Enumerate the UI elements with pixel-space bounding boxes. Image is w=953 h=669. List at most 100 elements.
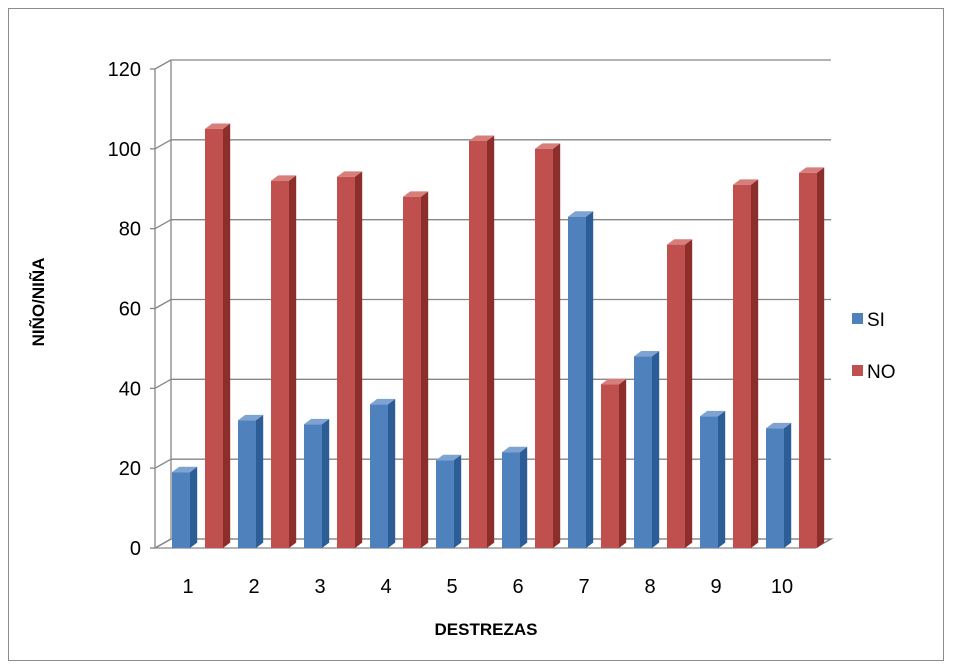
bar-top	[271, 175, 297, 181]
bar-side	[289, 175, 297, 548]
bar-top	[667, 239, 693, 245]
bar-si-10	[766, 422, 792, 548]
x-tick-label: 6	[512, 576, 523, 598]
bar-no-3	[337, 171, 363, 548]
y-tick-label: 100	[108, 139, 141, 161]
legend-label-no: NO	[867, 362, 896, 383]
bar-front	[469, 140, 487, 548]
y-axis-title: NIÑO/NIÑA	[28, 258, 48, 347]
bar-no-1	[205, 123, 231, 548]
bar-top	[469, 135, 495, 141]
bar-front	[601, 384, 619, 548]
x-tick-label: 7	[578, 576, 589, 598]
bar-no-9	[733, 179, 759, 548]
bar-side	[388, 398, 396, 548]
bar-side	[718, 410, 726, 548]
y-tick-label: 60	[119, 299, 141, 321]
bar-no-8	[667, 239, 693, 548]
bar-side	[322, 418, 330, 548]
bar-side	[553, 143, 561, 548]
bar-front	[733, 184, 751, 548]
bar-front	[304, 424, 322, 548]
x-tick-label: 10	[771, 576, 793, 598]
x-tick-label: 1	[182, 576, 193, 598]
bar-side	[685, 239, 693, 548]
bar-front	[238, 420, 256, 548]
x-axis-title: DESTREZAS	[435, 620, 538, 639]
bar-front	[700, 416, 718, 548]
bar-front	[172, 472, 190, 548]
bar-si-5	[436, 454, 462, 548]
bar-front	[337, 176, 355, 548]
bar-si-8	[634, 351, 660, 548]
bar-top	[370, 398, 396, 405]
x-tick-label: 3	[314, 576, 325, 598]
bar-top	[403, 191, 429, 197]
bar-no-4	[403, 191, 429, 549]
bar-side	[520, 446, 528, 548]
bar-side	[652, 351, 660, 548]
bar-front	[568, 216, 586, 549]
bar-no-5	[469, 135, 495, 548]
bar-top	[238, 414, 264, 421]
y-tick-label: 120	[108, 59, 141, 81]
y-tick-label: 80	[119, 219, 141, 241]
bar-side	[586, 211, 594, 548]
gridline-side	[154, 378, 172, 389]
gridline-side	[154, 219, 172, 230]
x-tick-label: 4	[380, 576, 391, 598]
bar-side	[454, 454, 462, 548]
gridline-side	[154, 458, 172, 469]
gridline-side	[154, 139, 172, 150]
x-tick-label: 8	[644, 576, 655, 598]
bar-front	[205, 128, 223, 548]
bar-front	[535, 148, 553, 549]
bar-side	[751, 179, 759, 548]
bar-front	[766, 428, 784, 548]
bar-front	[271, 180, 289, 548]
gridline-side	[154, 298, 172, 310]
bar-front	[436, 460, 454, 548]
bar-side	[619, 378, 627, 548]
tick-labels: 0 20 40 60 80 100 120 1 2 3 4 5 6 7 8 9 10	[108, 59, 794, 598]
y-tick-label: 40	[119, 378, 141, 400]
bar-si-7	[568, 211, 594, 549]
bar-side	[421, 191, 429, 549]
y-tick-label: 0	[130, 538, 141, 560]
bar-top	[205, 123, 231, 129]
bar-top	[733, 179, 759, 185]
bar-side	[223, 123, 231, 548]
legend: SI NO	[852, 310, 896, 383]
bar-front	[634, 356, 652, 548]
chart-floor	[152, 538, 834, 549]
bar-front	[667, 244, 685, 548]
bar-side	[190, 466, 198, 548]
bar-no-7	[601, 378, 627, 548]
bar-si-3	[304, 418, 330, 548]
bar-side	[355, 171, 363, 548]
bar-side	[487, 135, 495, 548]
bar-top	[568, 211, 594, 217]
bar-side	[817, 167, 825, 548]
y-tick-label: 20	[119, 458, 141, 480]
bar-top	[436, 454, 462, 461]
legend-swatch-no	[852, 365, 863, 376]
bar-top	[601, 378, 627, 385]
legend-swatch-si	[852, 313, 863, 324]
bars	[172, 123, 825, 549]
legend-label-si: SI	[867, 310, 885, 331]
bar-top	[502, 446, 528, 453]
bar-front	[370, 404, 388, 548]
bar-top	[172, 466, 198, 473]
bar-top	[535, 143, 561, 149]
bar-side	[256, 414, 264, 548]
x-tick-label: 5	[446, 576, 457, 598]
bar-no-6	[535, 143, 561, 549]
bar-top	[337, 171, 363, 177]
bar-si-2	[238, 414, 264, 548]
bar-si-6	[502, 446, 528, 548]
bar-top	[700, 410, 726, 417]
bar-front	[403, 196, 421, 548]
bar-top	[634, 351, 660, 357]
